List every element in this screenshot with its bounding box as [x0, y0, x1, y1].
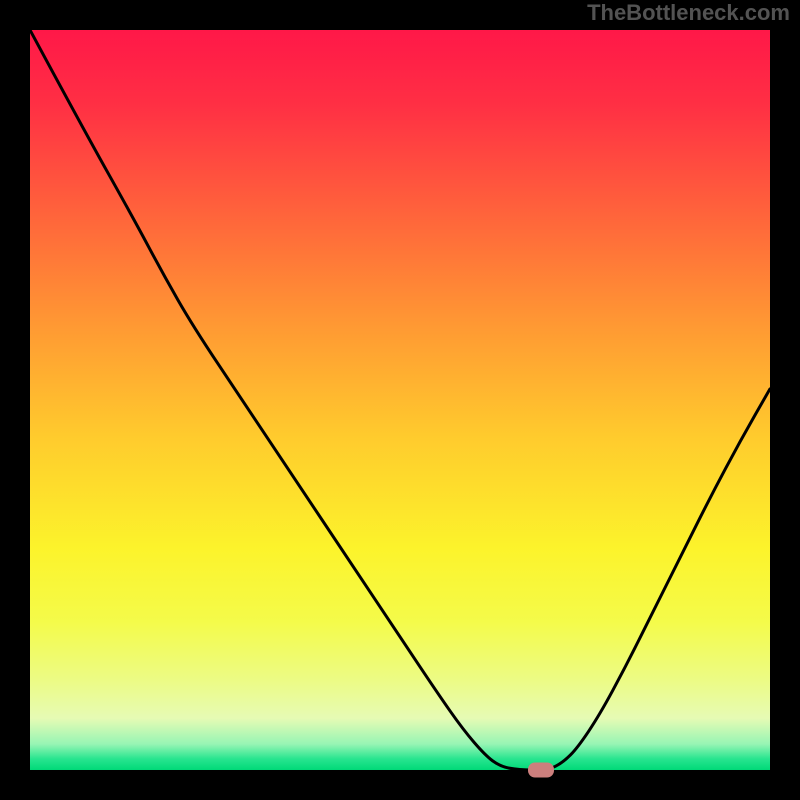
- watermark-text: TheBottleneck.com: [587, 0, 790, 26]
- optimum-marker: [528, 763, 554, 778]
- gradient-background: [30, 30, 770, 770]
- plot-area: [30, 30, 770, 770]
- chart-container: TheBottleneck.com: [0, 0, 800, 800]
